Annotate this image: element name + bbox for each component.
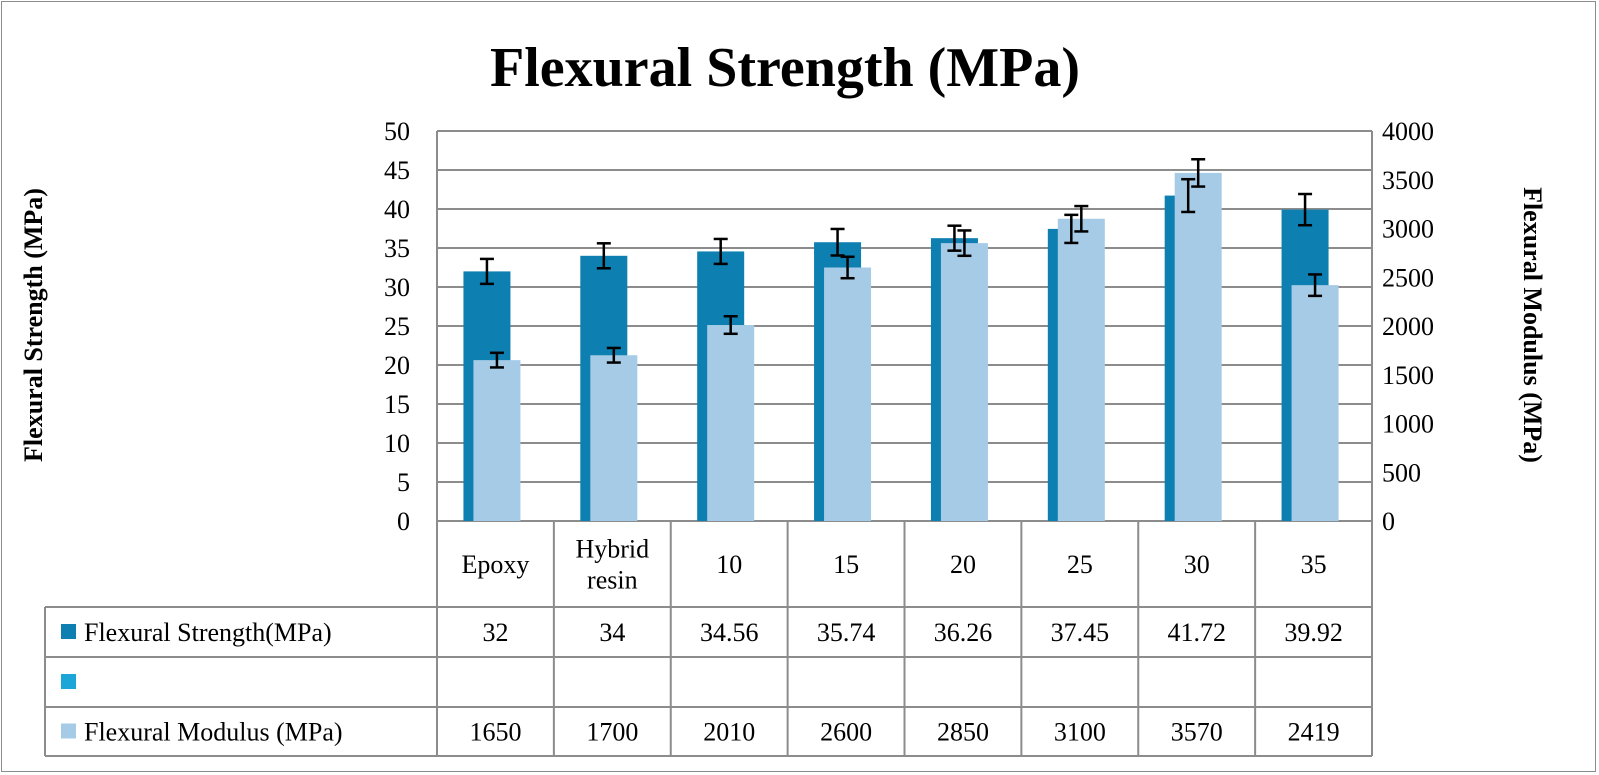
category-label: 30 [1184,550,1210,579]
category-label: 15 [833,550,859,579]
y2-tick-label: 1500 [1382,361,1434,390]
y2-tick-label: 4000 [1382,117,1434,146]
y2-tick-label: 3500 [1382,166,1434,195]
table-cell: 36.26 [934,618,993,647]
legend-swatch [61,723,76,739]
y-tick-label: 20 [384,351,410,380]
series-name: Flexural Strength(MPa) [84,618,332,647]
error-bar [1074,204,1089,233]
error-bar [606,346,621,364]
table-cell: 1700 [586,718,638,747]
error-bar [1064,213,1079,245]
table-cell: 34 [599,618,625,647]
bar-flexural-modulus [1174,172,1222,522]
legend-swatch [61,674,76,689]
category-label: resin [587,566,638,595]
error-bar [1298,192,1313,227]
category-label: 10 [716,550,742,579]
y-tick-label: 30 [384,273,410,302]
y-tick-label: 40 [384,195,410,224]
bar-flexural-modulus [824,267,872,521]
y2-tick-label: 2500 [1382,263,1434,292]
y2-axis-title: Flexural Modulus (MPa) [1518,187,1547,463]
error-bar [1181,177,1196,214]
bar-flexural-modulus [1291,285,1339,521]
category-label: 35 [1301,550,1327,579]
error-bar [479,257,494,286]
error-bar [830,227,845,257]
error-bar [489,351,504,369]
chart-title: Flexural Strength (MPa) [490,37,1080,99]
y-axis-title: Flexural Strength (MPa) [19,188,48,462]
error-bar [723,315,738,336]
error-bar [1191,158,1206,188]
bar-flexural-modulus [590,355,638,521]
error-bar [596,242,611,270]
error-bars [479,158,1323,369]
table-cell: 39.92 [1284,618,1343,647]
y2-tick-label: 2000 [1382,312,1434,341]
error-bar [1308,273,1323,298]
y-tick-label: 25 [384,312,410,341]
table-cell: 37.45 [1051,618,1110,647]
table-cell: 32 [482,618,508,647]
table-cell: 3570 [1171,718,1223,747]
error-bar [947,224,962,252]
table-cell: 34.56 [700,618,759,647]
y-tick-label: 45 [384,156,410,185]
legend-swatch [61,624,76,639]
table-cell: 3100 [1054,718,1106,747]
y2-tick-label: 1000 [1382,410,1434,439]
table-cell: 2419 [1288,718,1340,747]
bars [463,172,1339,522]
error-bar [957,229,972,258]
y-axis-ticks: 0 5 10 15 20 25 30 35 40 45 50 [384,117,410,536]
table-cell: 35.74 [817,618,876,647]
table-cell: 2600 [820,718,872,747]
bar-flexural-modulus [707,325,755,521]
y-tick-label: 10 [384,429,410,458]
y2-tick-label: 0 [1382,507,1395,536]
error-bar [713,237,728,266]
y-tick-label: 5 [397,468,410,497]
bar-flexural-modulus [940,243,988,521]
bar-flexural-modulus [473,360,521,521]
table-cell: 41.72 [1167,618,1226,647]
category-label: 20 [950,550,976,579]
bar-flexural-modulus [1057,218,1105,521]
gridlines [436,130,1373,522]
category-label: 25 [1067,550,1093,579]
y2-tick-label: 3000 [1382,215,1434,244]
table-cell: 2850 [937,718,989,747]
y2-axis-ticks: 0 500 1000 1500 2000 2500 3000 3500 4000 [1382,117,1434,536]
y-tick-label: 0 [397,507,410,536]
table-cell: 2010 [703,718,755,747]
y2-tick-label: 500 [1382,458,1421,487]
y-tick-label: 15 [384,390,410,419]
category-label: Epoxy [461,550,529,579]
series-name: Flexural Modulus (MPa) [84,718,343,747]
y-tick-label: 35 [384,234,410,263]
category-label: Hybrid [575,535,649,564]
y-tick-label: 50 [384,117,410,146]
table-cell: 1650 [469,718,521,747]
error-bar [840,255,855,280]
